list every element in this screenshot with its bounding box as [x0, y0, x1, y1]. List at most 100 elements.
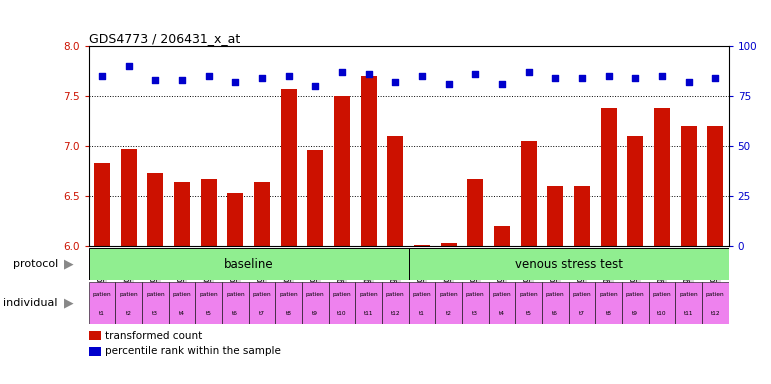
- Point: [496, 81, 508, 87]
- Bar: [169, 282, 195, 324]
- Bar: [409, 248, 729, 280]
- Text: percentile rank within the sample: percentile rank within the sample: [105, 346, 281, 356]
- Bar: [116, 282, 142, 324]
- Text: t1: t1: [419, 311, 425, 316]
- Text: patien: patien: [93, 292, 111, 298]
- Text: t7: t7: [579, 311, 585, 316]
- Bar: [414, 245, 430, 246]
- Text: patien: patien: [253, 292, 271, 298]
- Bar: [275, 282, 302, 324]
- Point: [389, 79, 402, 85]
- Bar: [681, 126, 696, 246]
- Text: patien: patien: [652, 292, 672, 298]
- Text: t2: t2: [446, 311, 452, 316]
- Text: patien: patien: [520, 292, 538, 298]
- Point: [443, 81, 455, 87]
- Point: [416, 73, 428, 79]
- Text: t11: t11: [364, 311, 373, 316]
- Point: [96, 73, 108, 79]
- Text: ▶: ▶: [64, 297, 73, 310]
- Point: [203, 73, 215, 79]
- Bar: [462, 282, 489, 324]
- Text: t8: t8: [605, 311, 611, 316]
- Bar: [222, 282, 248, 324]
- Bar: [89, 248, 409, 280]
- Text: patien: patien: [386, 292, 405, 298]
- Text: GDS4773 / 206431_x_at: GDS4773 / 206431_x_at: [89, 32, 240, 45]
- Text: t6: t6: [232, 311, 238, 316]
- Text: t3: t3: [473, 311, 478, 316]
- Point: [256, 75, 268, 81]
- Bar: [702, 282, 729, 324]
- Point: [523, 69, 535, 75]
- Point: [229, 79, 241, 85]
- Text: t8: t8: [285, 311, 291, 316]
- Point: [682, 79, 695, 85]
- Bar: [387, 136, 403, 246]
- Text: t10: t10: [657, 311, 667, 316]
- Point: [362, 71, 375, 77]
- Point: [656, 73, 668, 79]
- Text: baseline: baseline: [224, 258, 274, 270]
- Bar: [547, 186, 564, 246]
- Point: [576, 75, 588, 81]
- Text: patien: patien: [679, 292, 698, 298]
- Text: t5: t5: [206, 311, 212, 316]
- Bar: [334, 96, 350, 246]
- Text: patien: patien: [466, 292, 485, 298]
- Text: patien: patien: [200, 292, 218, 298]
- Point: [176, 77, 188, 83]
- Bar: [489, 282, 515, 324]
- Text: ▶: ▶: [64, 258, 73, 270]
- Bar: [361, 76, 376, 246]
- Bar: [382, 282, 409, 324]
- Text: t7: t7: [259, 311, 265, 316]
- Text: patien: patien: [306, 292, 325, 298]
- Bar: [574, 186, 590, 246]
- Bar: [409, 282, 436, 324]
- Text: t3: t3: [153, 311, 158, 316]
- Text: patien: patien: [332, 292, 352, 298]
- Bar: [308, 150, 323, 246]
- Bar: [89, 347, 102, 356]
- Text: t1: t1: [99, 311, 105, 316]
- Text: t10: t10: [337, 311, 347, 316]
- Text: patien: patien: [493, 292, 511, 298]
- Text: t12: t12: [390, 311, 400, 316]
- Point: [709, 75, 722, 81]
- Bar: [195, 282, 222, 324]
- Bar: [254, 182, 270, 246]
- Point: [336, 69, 348, 75]
- Bar: [654, 108, 670, 246]
- Text: patien: patien: [599, 292, 618, 298]
- Text: patien: patien: [120, 292, 138, 298]
- Bar: [147, 173, 163, 246]
- Text: t11: t11: [684, 311, 693, 316]
- Text: t2: t2: [126, 311, 132, 316]
- Bar: [542, 282, 569, 324]
- Text: patien: patien: [626, 292, 645, 298]
- Bar: [601, 108, 617, 246]
- Bar: [89, 331, 102, 340]
- Text: patien: patien: [279, 292, 298, 298]
- Bar: [94, 163, 110, 246]
- Bar: [568, 282, 595, 324]
- Text: patien: patien: [146, 292, 165, 298]
- Text: patien: patien: [546, 292, 564, 298]
- Bar: [440, 243, 456, 246]
- Text: patien: patien: [359, 292, 378, 298]
- Text: individual: individual: [3, 298, 58, 308]
- Text: patien: patien: [412, 292, 431, 298]
- Bar: [520, 141, 537, 246]
- Bar: [515, 282, 542, 324]
- Text: t9: t9: [632, 311, 638, 316]
- Text: patien: patien: [226, 292, 244, 298]
- Text: t4: t4: [499, 311, 505, 316]
- Bar: [200, 179, 217, 246]
- Bar: [89, 282, 116, 324]
- Point: [469, 71, 481, 77]
- Point: [549, 75, 561, 81]
- Bar: [494, 226, 510, 246]
- Point: [123, 63, 135, 69]
- Text: t12: t12: [710, 311, 720, 316]
